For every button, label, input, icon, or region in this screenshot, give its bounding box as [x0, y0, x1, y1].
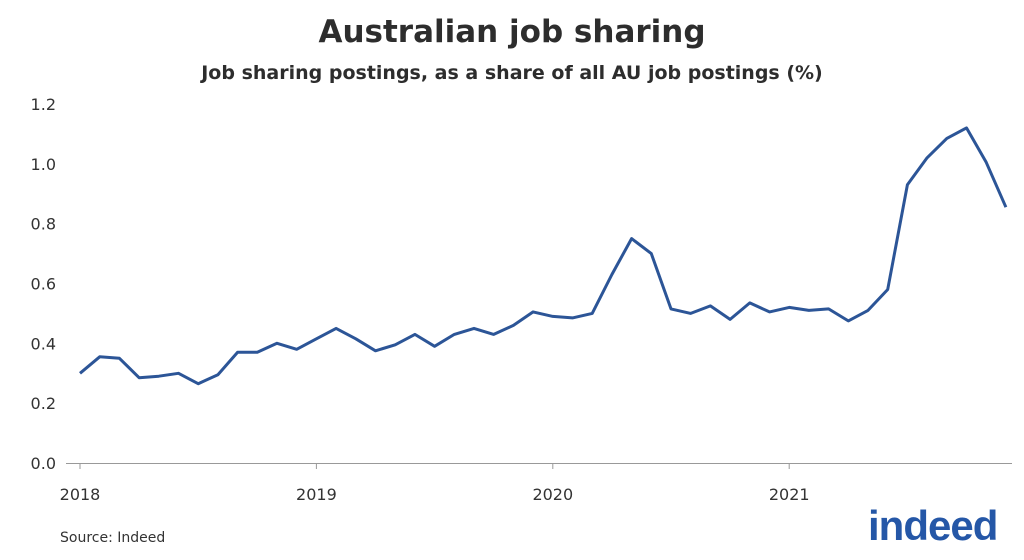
chart-title: Australian job sharing [318, 14, 706, 50]
x-axis: 2018 2019 2020 2021 [60, 463, 1012, 504]
x-tick-label: 2019 [296, 485, 337, 504]
source-note: Source: Indeed [60, 530, 166, 546]
indeed-logo: indeed [868, 502, 998, 549]
y-tick-label: 0.4 [31, 334, 56, 353]
series-line [79, 126, 1008, 386]
y-tick-label: 0.2 [31, 394, 56, 413]
y-tick-label: 0.0 [31, 454, 56, 473]
y-tick-label: 0.8 [31, 215, 56, 234]
chart-subtitle: Job sharing postings, as a share of all … [201, 62, 823, 84]
y-tick-label: 1.0 [31, 155, 56, 174]
y-axis: 0.0 0.2 0.4 0.6 0.8 1.0 1.2 [31, 95, 56, 473]
y-tick-label: 1.2 [31, 95, 56, 114]
x-tick-label: 2021 [769, 485, 810, 504]
x-tick-label: 2018 [60, 485, 101, 504]
y-tick-label: 0.6 [31, 275, 56, 294]
x-tick-label: 2020 [532, 485, 573, 504]
